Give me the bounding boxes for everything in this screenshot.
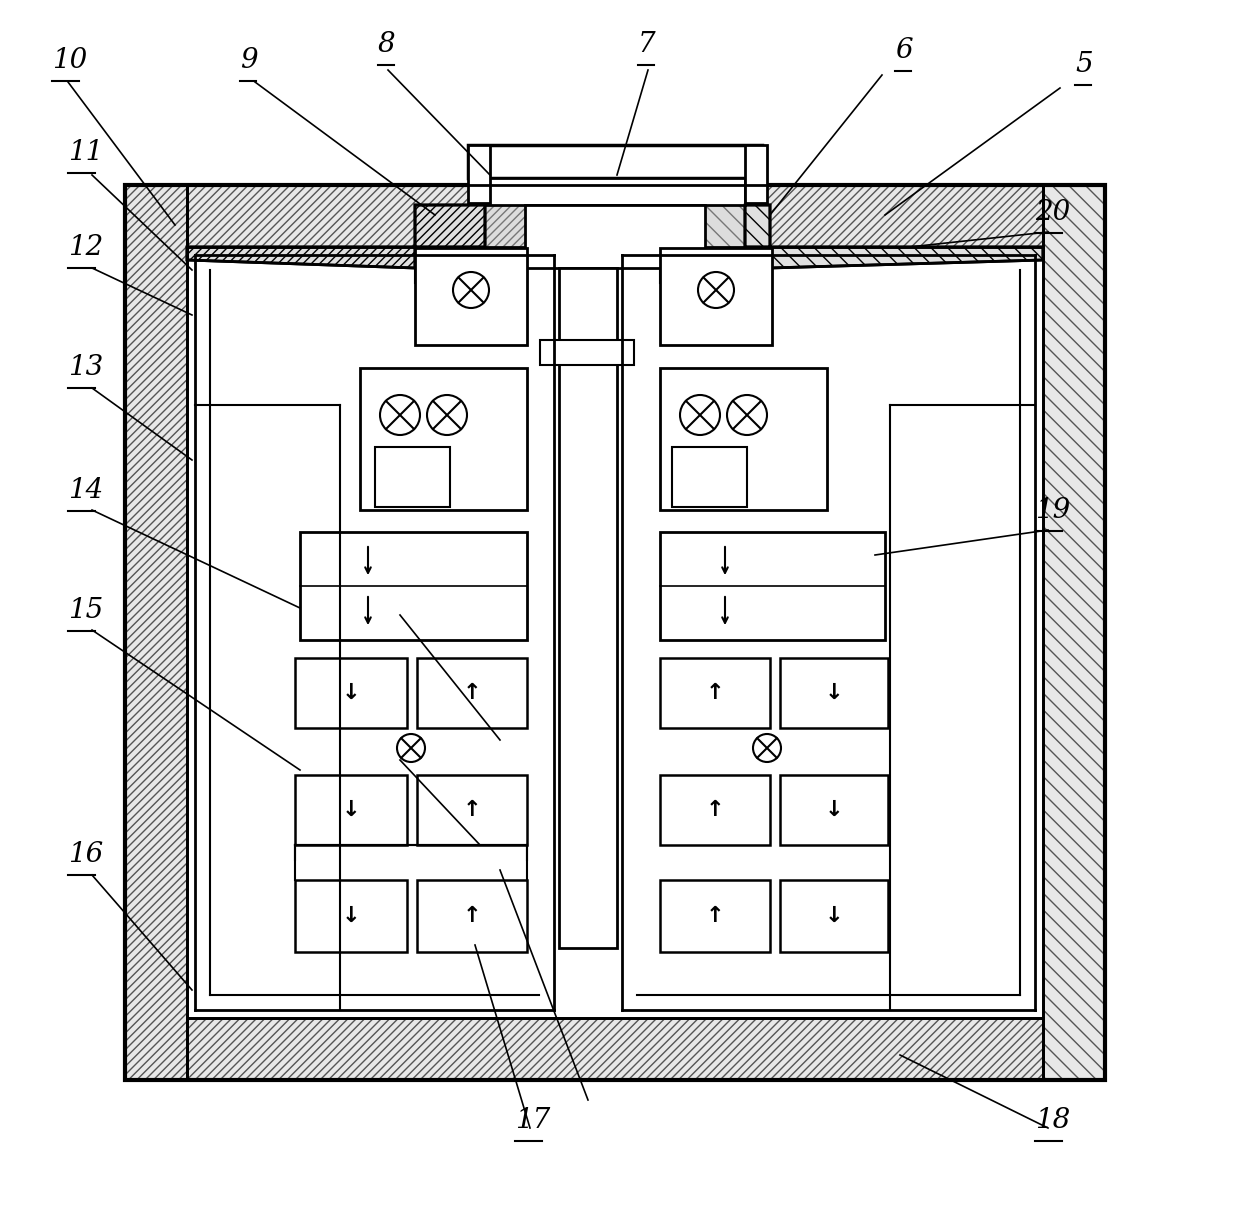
Bar [374,446,450,508]
Bar [672,472,746,484]
Bar [485,179,745,205]
Bar [417,775,527,845]
Text: 8: 8 [378,31,396,57]
Text: ↓: ↓ [825,682,843,703]
Bar [415,248,527,283]
Text: ↑: ↑ [706,800,724,819]
Text: 15: 15 [68,597,103,624]
Bar [1043,185,1105,1080]
Bar [125,185,1105,1080]
Text: 19: 19 [1035,497,1070,523]
Bar [1043,185,1105,1080]
Bar [559,268,618,948]
Text: 17: 17 [515,1107,551,1134]
Bar [660,248,773,283]
Bar [660,368,827,510]
Bar [125,185,187,1080]
Bar [525,205,706,268]
Text: 11: 11 [68,139,103,166]
Text: ↑: ↑ [463,906,481,926]
Text: ↑: ↑ [463,682,481,703]
Text: 7: 7 [639,31,656,57]
Bar [187,185,1043,247]
Bar [672,489,746,508]
Bar [374,455,450,467]
Text: ↓: ↓ [825,906,843,926]
Text: 5: 5 [1075,51,1092,78]
Bar [672,455,746,467]
Text: ↑: ↑ [463,800,481,819]
Bar [374,472,450,484]
Text: 9: 9 [241,46,258,75]
Bar [295,658,407,728]
Bar [672,446,746,508]
Bar [417,881,527,951]
Text: 12: 12 [68,234,103,260]
Bar [417,658,527,728]
Text: 6: 6 [895,37,913,64]
Bar [660,775,770,845]
Bar [415,248,527,345]
Polygon shape [485,205,525,268]
Bar [660,881,770,951]
Text: 10: 10 [52,46,87,75]
Bar [295,881,407,951]
Text: 16: 16 [68,841,103,868]
Bar [187,1018,1043,1080]
Text: 14: 14 [68,477,103,504]
Bar [780,775,888,845]
Polygon shape [187,205,485,268]
Text: 13: 13 [68,353,103,382]
Bar [660,248,773,345]
Text: 20: 20 [1035,199,1070,226]
Bar [780,881,888,951]
Text: ↑: ↑ [706,906,724,926]
Bar [295,775,407,845]
Bar [374,489,450,508]
Text: ↓: ↓ [825,800,843,819]
Text: ↓: ↓ [342,682,361,703]
Bar [467,146,490,203]
Bar [495,180,735,203]
Bar [660,532,885,640]
Bar [780,658,888,728]
Text: ↓: ↓ [342,906,361,926]
Text: ↑: ↑ [706,682,724,703]
Polygon shape [706,205,745,268]
Bar [745,146,768,203]
Bar [300,532,527,640]
Bar [660,658,770,728]
Bar [360,368,527,510]
Bar [125,185,187,1080]
Bar [467,146,763,179]
Text: ↓: ↓ [342,800,361,819]
Text: 18: 18 [1035,1107,1070,1134]
Bar [539,340,634,364]
Polygon shape [745,205,1043,268]
Bar [187,185,1043,247]
Bar [187,1018,1043,1080]
